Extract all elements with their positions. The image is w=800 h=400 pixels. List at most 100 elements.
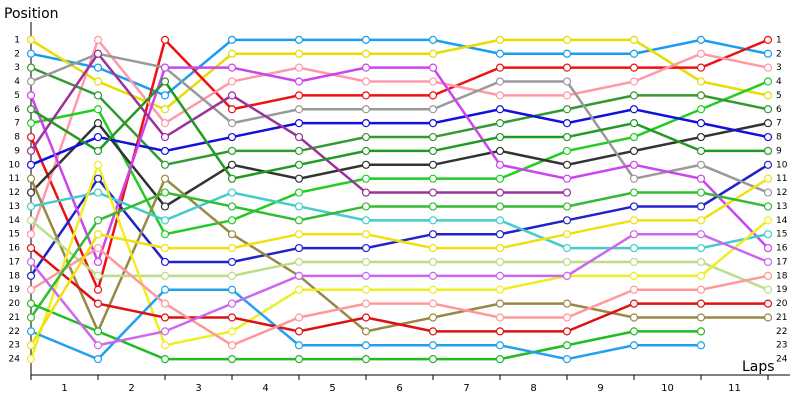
- position-marker: [696, 313, 706, 322]
- position-marker: [361, 132, 371, 142]
- position-marker: [495, 243, 505, 253]
- position-marker: [696, 188, 706, 197]
- position-marker: [428, 257, 438, 267]
- position-marker: [160, 77, 170, 86]
- position-marker: [93, 355, 103, 364]
- position-marker: [696, 202, 706, 211]
- position-marker: [160, 299, 170, 308]
- series-line: [29, 37, 769, 294]
- position-marker: [26, 341, 36, 350]
- x-tick-label: 7: [463, 383, 469, 394]
- position-marker: [227, 35, 237, 44]
- y-tick-label-right: 1: [776, 35, 782, 45]
- position-marker: [361, 188, 371, 197]
- position-marker: [428, 105, 438, 114]
- position-marker: [562, 355, 572, 364]
- position-marker: [160, 188, 170, 197]
- position-marker: [428, 271, 438, 280]
- position-marker: [763, 91, 773, 100]
- position-marker: [696, 91, 706, 100]
- position-marker: [428, 132, 438, 142]
- position-marker: [160, 91, 170, 100]
- y-tick-label-right: 12: [776, 188, 787, 198]
- position-marker: [763, 49, 773, 58]
- position-marker: [361, 77, 371, 86]
- position-marker: [361, 91, 371, 100]
- position-marker: [26, 63, 36, 72]
- position-marker: [763, 243, 773, 253]
- position-marker: [495, 35, 505, 44]
- position-marker: [160, 355, 170, 364]
- position-marker: [629, 216, 639, 225]
- position-marker: [361, 313, 371, 322]
- position-marker: [763, 35, 773, 44]
- y-tick-label-right: 22: [776, 327, 787, 337]
- position-marker: [227, 271, 237, 280]
- y-tick-label: 14: [9, 216, 21, 226]
- position-marker: [562, 105, 572, 114]
- position-marker: [562, 63, 572, 72]
- position-marker: [361, 202, 371, 211]
- position-marker: [160, 327, 170, 336]
- position-marker: [294, 188, 304, 197]
- position-marker: [696, 243, 706, 253]
- y-tick-label-right: 2: [776, 49, 782, 59]
- position-marker: [763, 285, 773, 294]
- position-marker: [93, 243, 103, 253]
- position-marker: [294, 327, 304, 336]
- position-marker: [26, 285, 36, 294]
- position-marker: [160, 271, 170, 280]
- position-marker: [629, 146, 639, 156]
- position-marker: [26, 105, 36, 114]
- position-marker: [428, 63, 438, 72]
- position-marker: [562, 119, 572, 128]
- position-marker: [428, 230, 438, 239]
- position-marker: [160, 313, 170, 322]
- position-marker: [294, 174, 304, 183]
- series-line: [29, 66, 769, 266]
- position-marker: [428, 49, 438, 58]
- position-marker: [93, 341, 103, 350]
- y-tick-label-right: 11: [776, 174, 787, 184]
- position-marker: [763, 188, 773, 197]
- position-marker: [763, 202, 773, 211]
- position-marker: [294, 313, 304, 322]
- y-tick-label: 9: [14, 146, 20, 156]
- position-marker: [629, 271, 639, 280]
- position-marker: [629, 119, 639, 128]
- position-marker: [26, 257, 36, 267]
- y-tick-label: 11: [9, 174, 20, 184]
- y-tick-label: 10: [9, 160, 21, 170]
- y-tick-label: 24: [9, 355, 21, 365]
- position-marker: [294, 202, 304, 211]
- position-marker: [428, 146, 438, 156]
- position-marker: [227, 160, 237, 169]
- y-tick-label-right: 21: [776, 313, 787, 323]
- position-marker: [227, 243, 237, 253]
- position-marker: [495, 119, 505, 128]
- position-marker: [763, 313, 773, 322]
- position-marker: [763, 132, 773, 142]
- position-marker: [26, 91, 36, 100]
- position-marker: [696, 63, 706, 72]
- position-marker: [495, 63, 505, 72]
- position-marker: [428, 160, 438, 169]
- position-marker: [160, 243, 170, 253]
- position-marker: [495, 49, 505, 58]
- position-marker: [160, 230, 170, 239]
- position-marker: [562, 271, 572, 280]
- y-tick-label: 5: [14, 91, 20, 101]
- x-tick-label: 9: [597, 383, 603, 394]
- position-marker: [763, 216, 773, 225]
- x-tick-label: 6: [396, 383, 402, 394]
- position-marker: [227, 327, 237, 336]
- x-tick-label: 2: [128, 383, 134, 394]
- position-marker: [93, 49, 103, 58]
- position-marker: [227, 230, 237, 239]
- position-marker: [629, 327, 639, 336]
- position-marker: [160, 63, 170, 72]
- position-marker: [361, 174, 371, 183]
- position-marker: [495, 146, 505, 156]
- position-marker: [495, 202, 505, 211]
- position-marker: [93, 230, 103, 239]
